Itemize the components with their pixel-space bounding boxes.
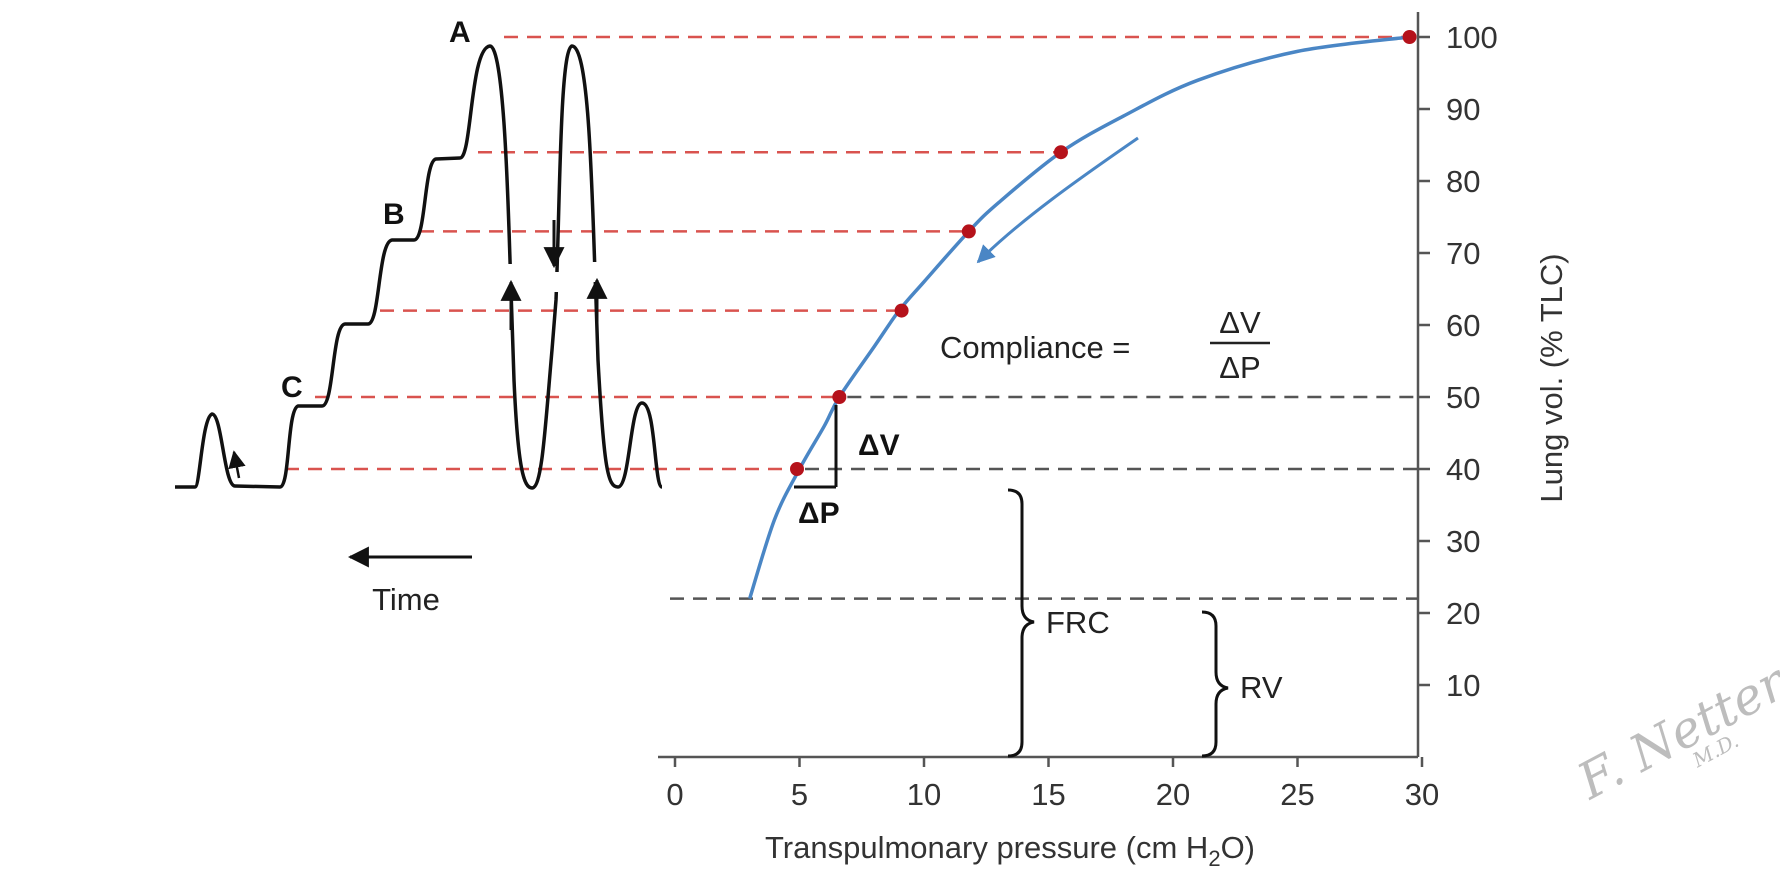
compliance-denominator: ΔP xyxy=(1219,350,1260,385)
x-axis-title: Transpulmonary pressure (cm H2O) xyxy=(765,830,1255,871)
data-point xyxy=(790,462,805,476)
x-tick-label: 0 xyxy=(666,777,683,812)
x-tick-label: 5 xyxy=(791,777,808,812)
compliance-curve xyxy=(748,35,1410,600)
x-tick-label: 10 xyxy=(907,777,941,812)
delta-v-label: ΔV xyxy=(858,429,900,462)
data-point xyxy=(832,390,847,404)
x-tick-label: 30 xyxy=(1405,777,1439,812)
y-tick-label: 80 xyxy=(1446,164,1480,199)
netter-signature: F. Netter M.D. xyxy=(1568,652,1780,811)
time-label: Time xyxy=(372,582,440,617)
y-tick-label: 30 xyxy=(1446,524,1480,559)
label-a: A xyxy=(449,16,471,49)
data-point xyxy=(1053,145,1068,160)
x-tick-label: 15 xyxy=(1031,777,1065,812)
label-c: C xyxy=(281,371,303,404)
data-point xyxy=(961,224,976,239)
data-point xyxy=(1402,30,1417,44)
y-tick-label: 40 xyxy=(1446,452,1480,487)
y-ticks: 10 20 30 40 50 60 70 80 90 100 xyxy=(1418,20,1498,703)
frc-brace xyxy=(1007,488,1035,758)
trace-gap-3 xyxy=(588,262,604,282)
x-tick-label: 20 xyxy=(1156,777,1190,812)
spirometer-trace xyxy=(175,44,664,490)
label-b: B xyxy=(383,198,405,231)
compliance-numerator: ΔV xyxy=(1219,305,1261,340)
axes: 0 5 10 15 20 25 30 10 20 30 40 50 60 70 80 90 100 xyxy=(658,12,1498,812)
y-tick-label: 20 xyxy=(1446,596,1480,631)
y-tick-label: 90 xyxy=(1446,92,1480,127)
rv-brace xyxy=(1201,610,1229,758)
y-tick-label: 100 xyxy=(1446,20,1498,55)
compliance-label: Compliance = xyxy=(940,330,1130,365)
trace-arrow-small xyxy=(228,450,246,479)
deflation-arrow xyxy=(976,136,1139,264)
delta-p-label: ΔP xyxy=(798,497,840,530)
trace-gap-2 xyxy=(546,272,562,292)
y-axis-title: Lung vol. (% TLC) xyxy=(1534,253,1569,502)
data-points xyxy=(790,30,1417,476)
x-ticks: 0 5 10 15 20 25 30 xyxy=(666,757,1439,812)
frc-label: FRC xyxy=(1046,605,1110,640)
trace-gap-1 xyxy=(502,264,518,284)
y-tick-label: 10 xyxy=(1446,668,1480,703)
rv-label: RV xyxy=(1240,670,1283,705)
y-tick-label: 60 xyxy=(1446,308,1480,343)
svg-text:F. Netter: F. Netter xyxy=(1568,652,1780,811)
y-tick-label: 50 xyxy=(1446,380,1480,415)
x-tick-label: 25 xyxy=(1280,777,1314,812)
delta-triangle xyxy=(794,405,838,489)
data-point xyxy=(894,303,909,318)
y-tick-label: 70 xyxy=(1446,236,1480,271)
